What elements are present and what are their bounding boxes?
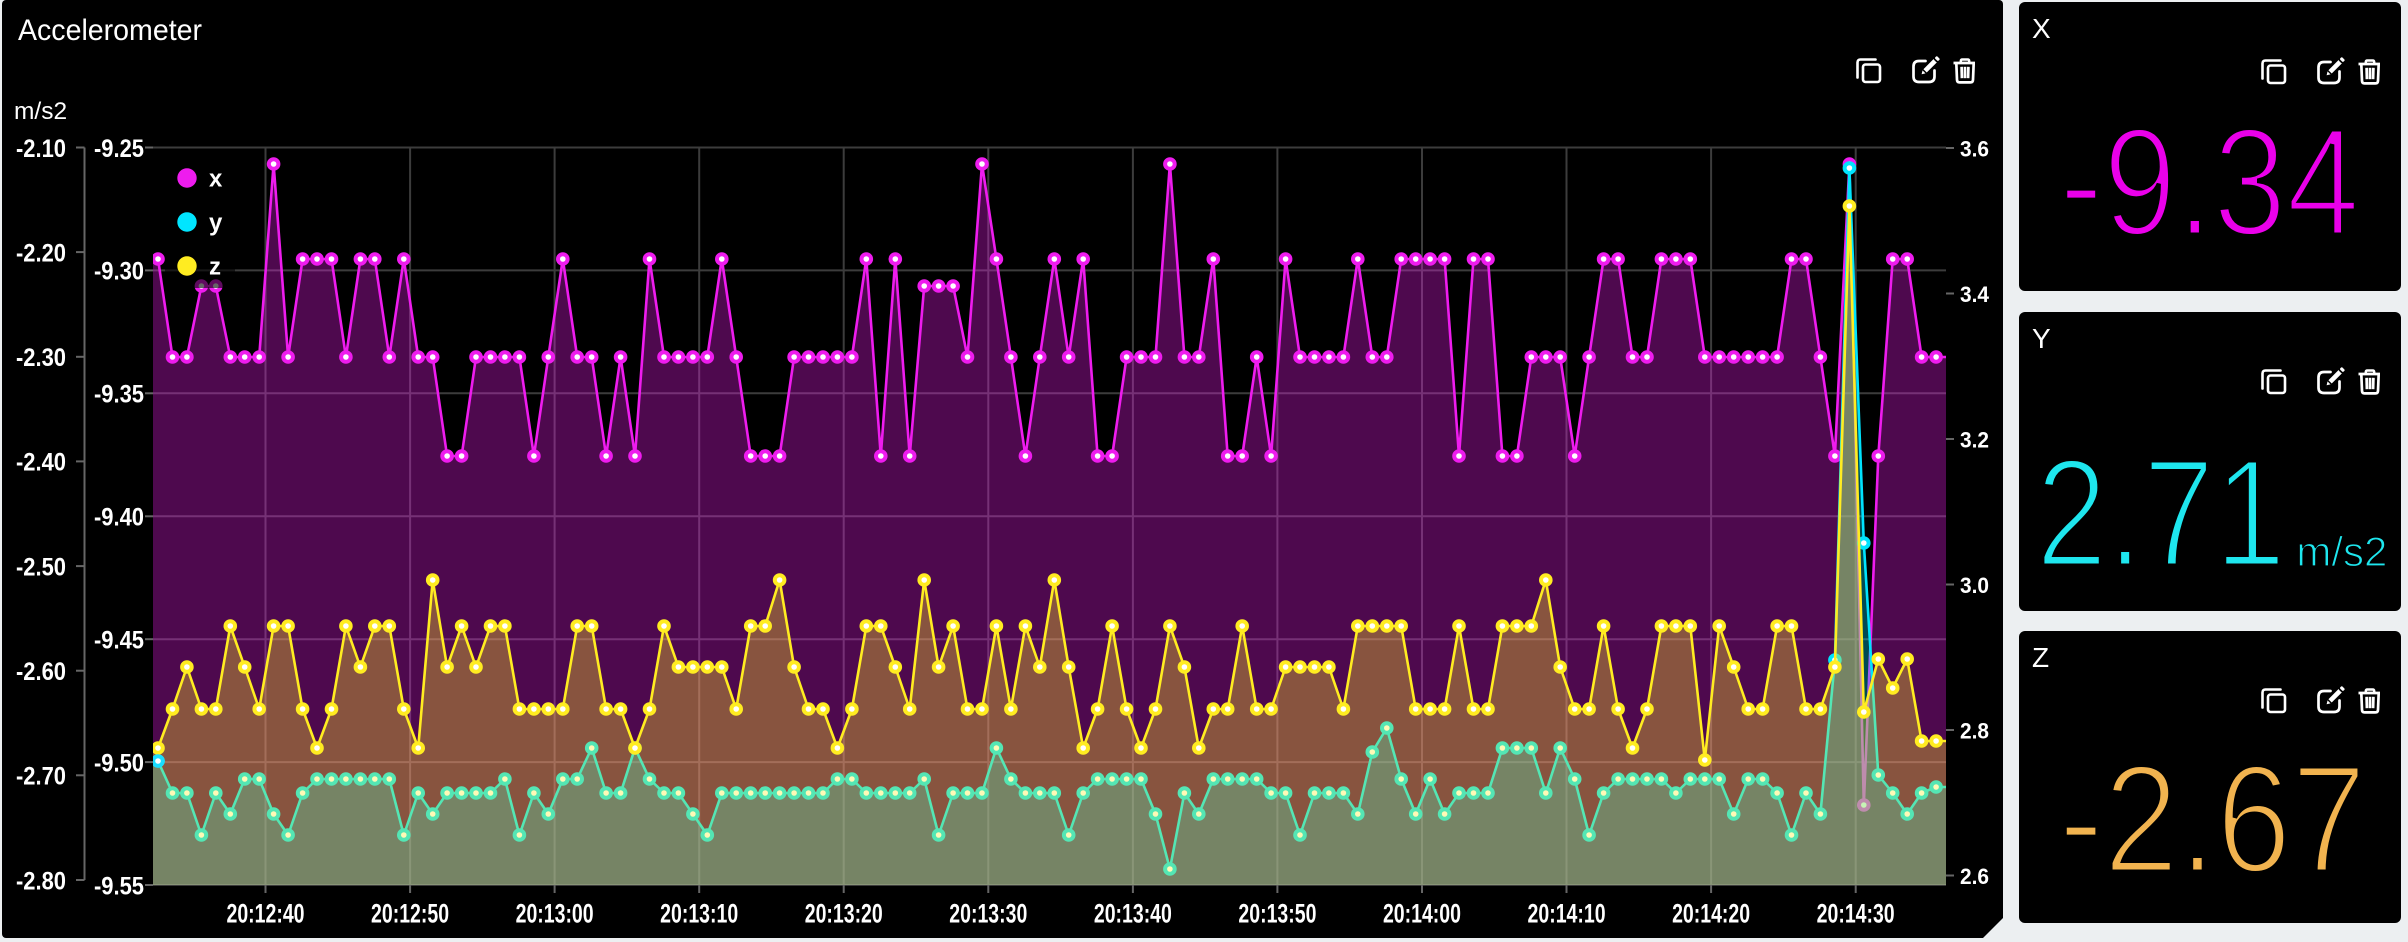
svg-text:20:14:20: 20:14:20 (1672, 898, 1750, 928)
svg-text:-9.40: -9.40 (94, 504, 144, 532)
svg-text:20:14:30: 20:14:30 (1817, 898, 1895, 928)
svg-text:z: z (209, 254, 221, 281)
svg-text:20:12:40: 20:12:40 (227, 898, 305, 928)
svg-text:m/s2: m/s2 (14, 98, 67, 125)
svg-text:20:14:00: 20:14:00 (1383, 898, 1461, 928)
svg-text:-2.70: -2.70 (16, 763, 66, 791)
svg-text:20:13:00: 20:13:00 (516, 898, 594, 928)
svg-text:20:13:10: 20:13:10 (660, 898, 738, 928)
svg-text:3.2: 3.2 (1960, 427, 1989, 452)
svg-text:-9.45: -9.45 (94, 627, 144, 655)
svg-text:-2.50: -2.50 (16, 553, 66, 581)
svg-text:-9.50: -9.50 (94, 749, 144, 777)
svg-text:2.6: 2.6 (1960, 864, 1989, 889)
svg-text:20:13:50: 20:13:50 (1238, 898, 1316, 928)
svg-text:3.6: 3.6 (1960, 136, 1989, 161)
svg-text:-2.20: -2.20 (16, 239, 66, 267)
svg-text:-2.80: -2.80 (16, 867, 66, 895)
svg-text:3.0: 3.0 (1960, 573, 1989, 598)
svg-text:-9.55: -9.55 (94, 872, 144, 900)
svg-text:-2.60: -2.60 (16, 658, 66, 686)
svg-text:-9.35: -9.35 (94, 381, 144, 409)
svg-text:-9.30: -9.30 (94, 258, 144, 286)
svg-text:20:13:40: 20:13:40 (1094, 898, 1172, 928)
svg-text:-2.40: -2.40 (16, 449, 66, 477)
svg-text:-9.25: -9.25 (94, 135, 144, 163)
svg-text:20:13:30: 20:13:30 (949, 898, 1027, 928)
svg-text:-2.30: -2.30 (16, 344, 66, 372)
svg-text:3.4: 3.4 (1960, 282, 1989, 307)
svg-text:20:13:20: 20:13:20 (805, 898, 883, 928)
svg-text:Accelerometer: Accelerometer (18, 14, 202, 47)
svg-text:-2.10: -2.10 (16, 135, 66, 163)
svg-text:x: x (209, 166, 223, 193)
svg-text:2.8: 2.8 (1960, 718, 1989, 743)
svg-text:20:14:10: 20:14:10 (1528, 898, 1606, 928)
svg-text:20:12:50: 20:12:50 (371, 898, 449, 928)
svg-text:y: y (209, 210, 223, 237)
